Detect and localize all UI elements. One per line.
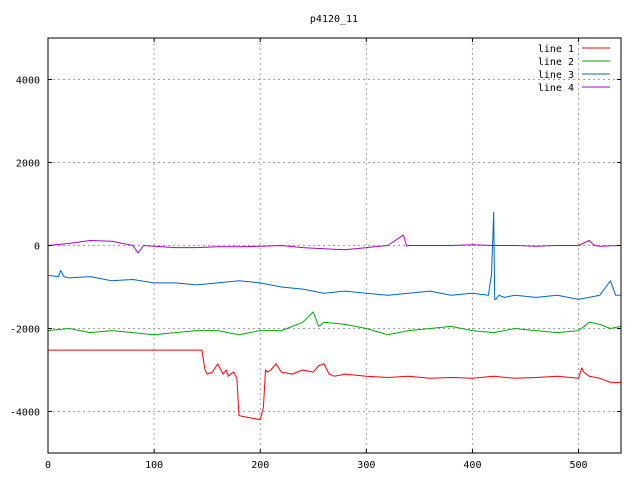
y-tick-label: 4000: [16, 76, 40, 87]
axis-ticks: 0 100 200 300 400 500 -4000 -2000 0 2000 4000: [10, 38, 621, 471]
grid: [48, 38, 621, 453]
y-tick-label: -4000: [10, 408, 40, 419]
x-tick-label: 200: [251, 460, 269, 471]
y-tick-label: -2000: [10, 325, 40, 336]
x-tick-label: 300: [357, 460, 375, 471]
x-tick-label: 500: [570, 460, 588, 471]
y-tick-label: 2000: [16, 159, 40, 170]
legend-label: line 3: [538, 70, 574, 81]
x-tick-label: 0: [45, 460, 51, 471]
legend-label: line 4: [538, 83, 574, 94]
x-tick-label: 400: [463, 460, 481, 471]
series-line-3: [47, 211, 621, 300]
legend-label: line 1: [538, 44, 574, 55]
series-line-4: [47, 234, 622, 254]
chart-title: p4120_11: [310, 14, 358, 25]
x-tick-label: 100: [145, 460, 163, 471]
legend: line 1 line 2 line 3 line 4: [538, 44, 610, 94]
y-tick-label: 0: [34, 242, 40, 253]
series-line-1: [48, 349, 621, 421]
legend-label: line 2: [538, 57, 574, 68]
series-line-2: [47, 311, 622, 336]
series-group: [47, 211, 622, 421]
